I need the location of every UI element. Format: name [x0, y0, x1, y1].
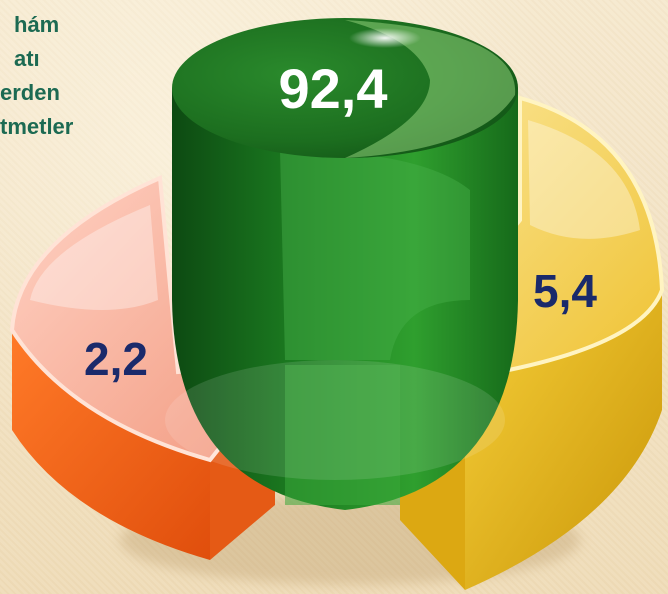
green-slice-side-glass — [280, 150, 470, 360]
green-slice-shine — [349, 28, 421, 48]
pie-slice-92-4 — [172, 18, 518, 510]
yellow-slice-highlight — [528, 120, 640, 239]
orange-slice-highlight — [30, 205, 158, 310]
green-slice-rim-highlight — [345, 20, 516, 158]
glass-overlay — [165, 360, 505, 480]
legend-line-3: erden — [0, 80, 60, 105]
data-label-5-4: 5,4 — [533, 265, 597, 317]
data-label-2-2: 2,2 — [84, 333, 148, 385]
legend-line-1: hám — [14, 12, 60, 37]
green-slice-front-face — [285, 365, 400, 505]
legend-text: hám atı erden tmetler — [0, 8, 73, 144]
green-slice-side — [172, 88, 518, 510]
data-label-92-4: 92,4 — [279, 57, 388, 120]
legend-line-4: tmetler — [0, 114, 74, 139]
yellow-slice-outer-side — [465, 290, 662, 590]
legend-line-2: atı — [14, 46, 40, 71]
